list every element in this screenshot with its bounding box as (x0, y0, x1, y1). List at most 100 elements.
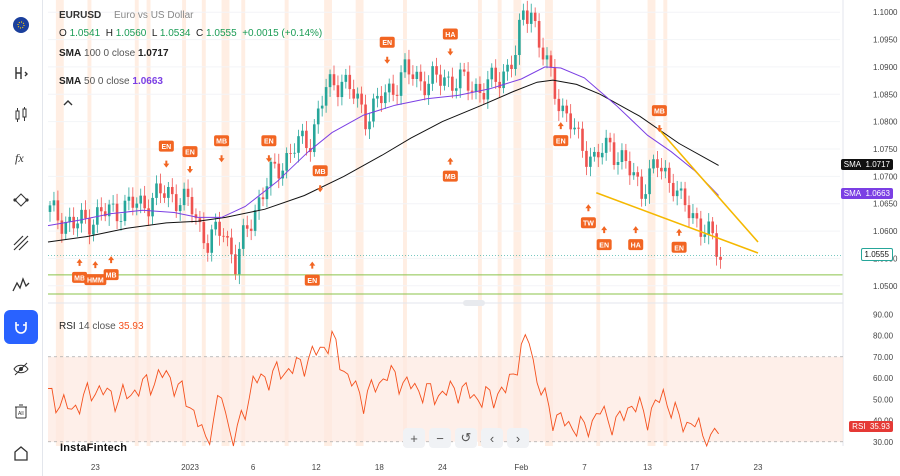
candle-body (458, 69, 462, 89)
candle-body (525, 10, 529, 24)
highlight-band (324, 0, 332, 446)
highlight-band (284, 0, 289, 446)
price-candles (48, 0, 722, 285)
highlight-band (403, 0, 407, 446)
candle-body (569, 113, 572, 130)
zoom-in-button[interactable]: + (403, 428, 425, 448)
candle-body (360, 93, 363, 105)
candle-body (514, 55, 517, 69)
rsi-legend[interactable]: RSI 14 close 35.93 (59, 321, 144, 332)
candle-body (545, 55, 549, 60)
flag-tool-button[interactable] (4, 8, 38, 42)
arrow-up-icon (632, 226, 639, 234)
eye-off-tool-button[interactable] (4, 352, 38, 386)
candle-body (703, 234, 707, 237)
current-price-badge: 1.0555 (860, 248, 893, 261)
pattern-label-box (442, 170, 458, 182)
pattern-icon (12, 277, 30, 292)
fx-tool-button[interactable]: fx (4, 140, 38, 174)
candle-body (427, 83, 430, 96)
candle-body (324, 87, 328, 106)
arrow-down-icon (265, 155, 272, 163)
drawing-toolbar: fx All (0, 0, 43, 476)
pitchfork-tool-button[interactable] (4, 226, 38, 260)
nodes-icon (13, 193, 29, 207)
candle-body (68, 216, 72, 223)
candle-body (344, 74, 348, 82)
pattern-label-box (261, 135, 277, 147)
candle-body (163, 193, 166, 198)
change-value: +0.0015 (+0.14%) (242, 28, 323, 39)
arrow-up-icon (447, 157, 454, 165)
rsi-params: 14 close (78, 321, 116, 332)
highlight-band (545, 0, 553, 446)
candles-tool-button[interactable] (4, 98, 38, 132)
home-tool-button[interactable] (4, 436, 38, 470)
candle-body (474, 83, 478, 92)
sma50-price-badge: SMA 1.0663 (840, 188, 893, 199)
candle-body (671, 182, 675, 197)
candle-body (636, 172, 640, 177)
candle-body (644, 194, 647, 199)
candle-body (443, 77, 446, 86)
candle-body (170, 186, 174, 195)
open-label: O (59, 28, 67, 39)
time-tick-label: 17 (690, 463, 699, 472)
highlight-band (182, 0, 187, 446)
candle-body (289, 153, 292, 154)
pattern-label: HA (445, 32, 455, 39)
arrow-up-icon (557, 122, 564, 130)
candle-body (261, 197, 265, 200)
candle-body (253, 210, 257, 231)
candle-body (557, 98, 561, 112)
reset-button[interactable]: ↺ (455, 428, 477, 448)
candle-body (679, 188, 683, 191)
candle-body (178, 205, 182, 212)
candles-icon (15, 107, 27, 122)
collapse-legend-icon[interactable] (62, 97, 74, 109)
candle-body (186, 188, 190, 197)
candle-body (624, 150, 628, 162)
scroll-left-button[interactable]: ‹ (481, 428, 503, 448)
candle-body (56, 200, 60, 221)
candle-body (226, 236, 229, 238)
candle-body (312, 124, 316, 153)
candle-h-tool-button[interactable] (4, 56, 38, 90)
time-tick-label: Feb (514, 463, 528, 472)
rsi-value-badge: RSI 35.93 (849, 421, 893, 432)
time-axis: 23 2023 6 12 18 24 Feb 7 13 17 23 (91, 463, 763, 472)
pattern-label: EN (674, 245, 684, 252)
time-tick-label: 6 (251, 463, 256, 472)
svg-text:All: All (18, 411, 24, 417)
candle-body (691, 213, 695, 219)
magnet-tool-button[interactable] (4, 310, 38, 344)
candle-body (683, 188, 687, 206)
candle-body (265, 186, 269, 200)
nodes-tool-button[interactable] (4, 183, 38, 217)
candle-body (352, 89, 356, 99)
zoom-out-button[interactable]: − (429, 428, 451, 448)
pattern-tool-button[interactable] (4, 268, 38, 302)
time-tick-label: 13 (643, 463, 652, 472)
trash-lock-tool-button[interactable]: All (4, 394, 38, 428)
rsi-line (47, 329, 719, 448)
sma100-legend[interactable]: SMA 100 0 close 1.0717 (59, 48, 169, 59)
pane-splitter[interactable] (463, 300, 485, 306)
arrow-down-icon (187, 166, 193, 174)
scroll-right-button[interactable]: › (507, 428, 529, 448)
candle-body (687, 205, 691, 219)
candle-body (320, 105, 324, 109)
sma100-badge-value: 1.0717 (865, 160, 890, 169)
candle-body (92, 224, 95, 235)
pattern-label: EN (382, 40, 392, 47)
open-value: 1.0541 (69, 28, 101, 39)
fx-icon: fx (15, 151, 24, 165)
sma50-legend[interactable]: SMA 50 0 close 1.0663 (59, 76, 163, 87)
sma50-badge-label: SMA (843, 189, 862, 198)
candle-body (664, 167, 667, 172)
sma100-price-badge: SMA 1.0717 (840, 159, 893, 170)
price-tick-label: 1.0500 (873, 282, 898, 291)
arrow-up-icon (676, 228, 683, 236)
